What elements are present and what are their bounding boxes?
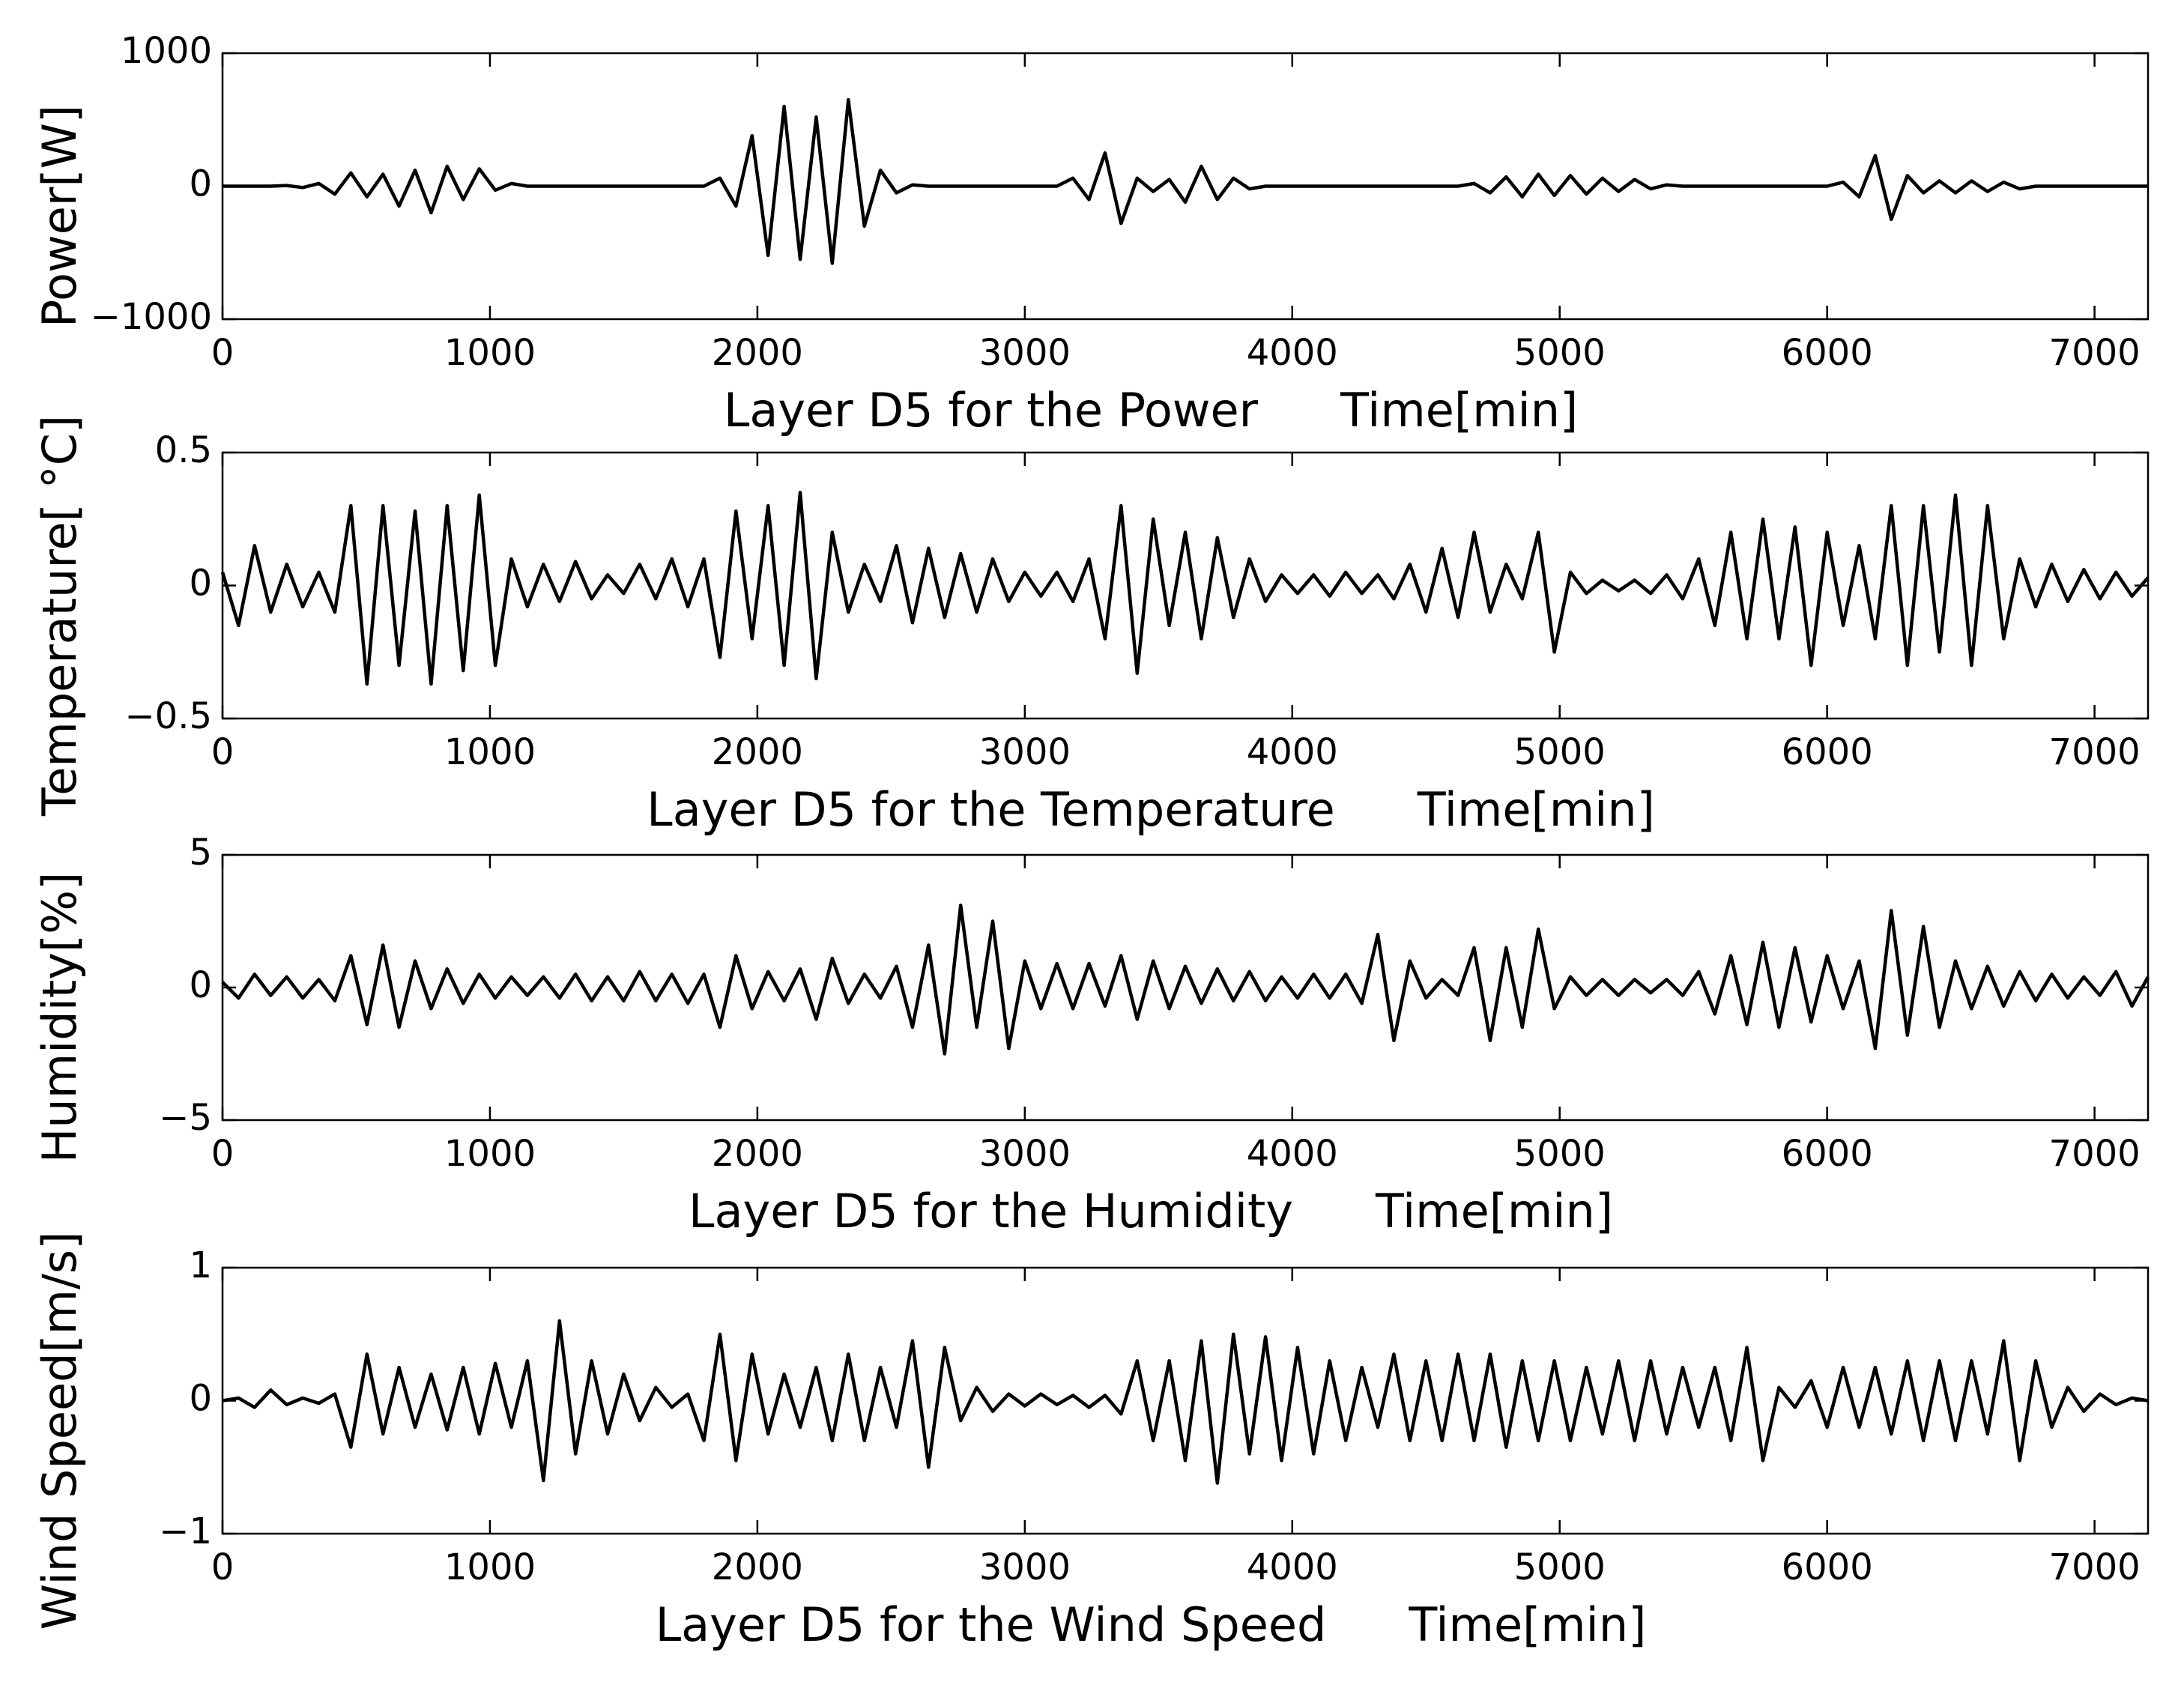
x-tick-label: 0 bbox=[211, 1546, 235, 1588]
y-tick-label: 0 bbox=[189, 563, 212, 605]
x-tick-label: 3000 bbox=[979, 731, 1071, 773]
x-tick-label: 5000 bbox=[1514, 1546, 1606, 1588]
x-tick-label: 2000 bbox=[712, 731, 803, 773]
y-tick-label: −1 bbox=[159, 1510, 212, 1552]
y-tick-label: 0 bbox=[189, 964, 212, 1006]
x-tick-label: 2000 bbox=[712, 1546, 803, 1588]
x-tick-label: 1000 bbox=[444, 1546, 536, 1588]
x-tick-label: 0 bbox=[211, 332, 235, 374]
x-axis-label: Time[min] bbox=[1408, 1597, 1646, 1652]
subplot-title: Layer D5 for the Wind Speed bbox=[656, 1597, 1327, 1652]
y-tick-label: 5 bbox=[189, 832, 212, 874]
y-tick-label: −5 bbox=[159, 1097, 212, 1139]
x-tick-label: 4000 bbox=[1247, 332, 1338, 374]
x-tick-label: 4000 bbox=[1247, 1133, 1338, 1175]
x-tick-label: 0 bbox=[211, 1133, 235, 1175]
x-tick-label: 5000 bbox=[1514, 1133, 1606, 1175]
x-tick-label: 1000 bbox=[444, 731, 536, 773]
x-tick-label: 6000 bbox=[1782, 1546, 1873, 1588]
x-tick-label: 7000 bbox=[2049, 1546, 2141, 1588]
x-tick-label: 5000 bbox=[1514, 731, 1606, 773]
x-axis-label: Time[min] bbox=[1375, 1184, 1613, 1238]
x-tick-label: 7000 bbox=[2049, 332, 2141, 374]
subplot-title: Layer D5 for the Power bbox=[724, 383, 1259, 438]
y-axis-label: Power[W] bbox=[32, 105, 87, 327]
data-line bbox=[223, 97, 2148, 265]
y-tick-label: −1000 bbox=[91, 296, 212, 338]
x-tick-label: 1000 bbox=[444, 332, 536, 374]
x-tick-label: 7000 bbox=[2049, 731, 2141, 773]
x-tick-label: 2000 bbox=[712, 1133, 803, 1175]
subplot: 0 1000 2000 3000 4000 5000 6000 7000−100001000P… bbox=[32, 30, 2150, 438]
y-tick-label: 1000 bbox=[121, 30, 212, 72]
x-tick-label: 5000 bbox=[1514, 332, 1606, 374]
subplot: 0 1000 2000 3000 4000 5000 6000 7000−0.500.5Tem… bbox=[32, 415, 2150, 837]
x-tick-label: 4000 bbox=[1247, 1546, 1338, 1588]
subplot-title: Layer D5 for the Temperature bbox=[647, 782, 1335, 837]
x-tick-label: 6000 bbox=[1782, 731, 1873, 773]
x-tick-label: 7000 bbox=[2049, 1133, 2141, 1175]
y-tick-label: −0.5 bbox=[124, 695, 212, 737]
x-tick-label: 3000 bbox=[979, 1133, 1071, 1175]
subplot: 0 1000 2000 3000 4000 5000 6000 7000−505Humidit… bbox=[32, 832, 2150, 1238]
plot-frame bbox=[221, 52, 2150, 321]
x-tick-label: 6000 bbox=[1782, 332, 1873, 374]
x-tick-label: 1000 bbox=[444, 1133, 536, 1175]
x-tick-label: 0 bbox=[211, 731, 235, 773]
plot-frame bbox=[221, 1266, 2150, 1535]
y-axis-label: Wind Speed[m/s] bbox=[32, 1232, 87, 1630]
x-tick-label: 2000 bbox=[712, 332, 803, 374]
y-tick-label: 0 bbox=[189, 1378, 212, 1420]
y-tick-label: 0.5 bbox=[155, 429, 212, 471]
x-tick-label: 3000 bbox=[979, 332, 1071, 374]
subplot-title: Layer D5 for the Humidity bbox=[689, 1184, 1293, 1238]
data-line bbox=[222, 1319, 2149, 1485]
plot-frame bbox=[221, 451, 2150, 720]
data-line bbox=[221, 904, 2150, 1056]
y-axis-label: Temperature[ °C] bbox=[32, 415, 87, 817]
x-tick-label: 3000 bbox=[979, 1546, 1071, 1588]
y-tick-label: 0 bbox=[189, 163, 212, 205]
x-tick-label: 6000 bbox=[1782, 1133, 1873, 1175]
plot-frame bbox=[221, 853, 2150, 1122]
x-tick-label: 4000 bbox=[1247, 731, 1338, 773]
data-line bbox=[220, 491, 2150, 686]
y-tick-label: 1 bbox=[189, 1244, 212, 1286]
x-axis-label: Time[min] bbox=[1340, 383, 1578, 438]
y-axis-label: Humidity[%] bbox=[32, 872, 87, 1163]
x-axis-label: Time[min] bbox=[1417, 782, 1655, 837]
